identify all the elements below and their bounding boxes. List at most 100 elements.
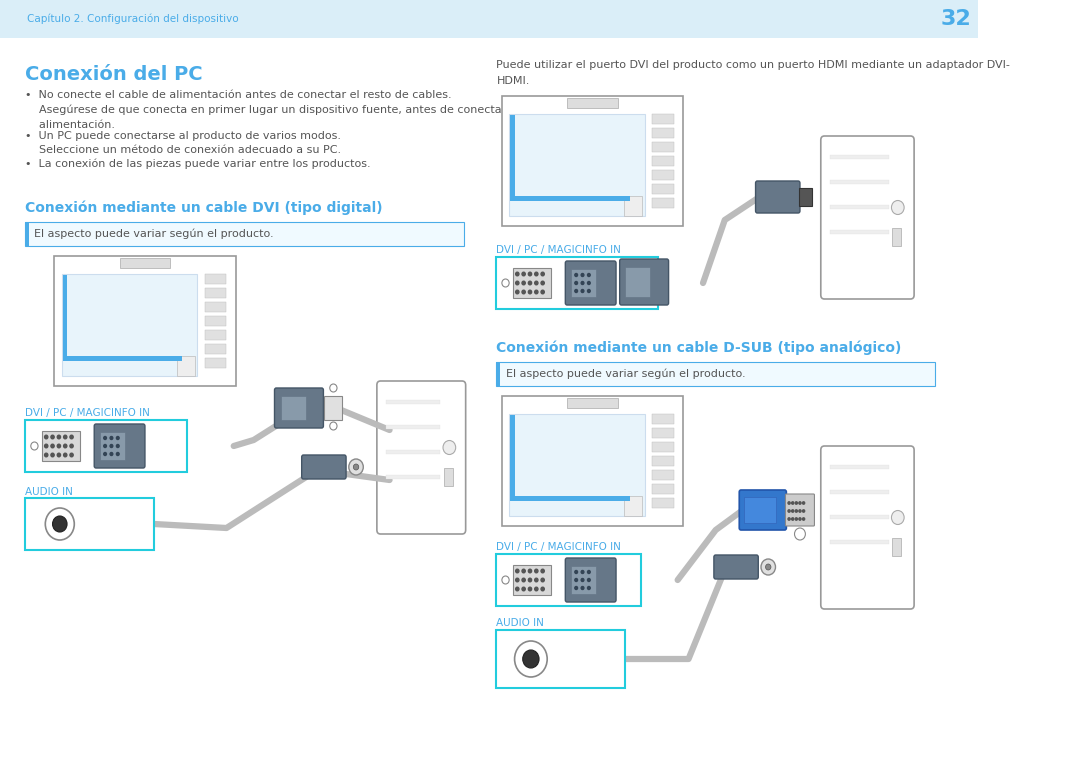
- Text: •  Un PC puede conectarse al producto de varios modos.
    Seleccione un método : • Un PC puede conectarse al producto de …: [25, 130, 341, 155]
- Circle shape: [353, 464, 359, 470]
- Circle shape: [799, 502, 801, 504]
- Circle shape: [799, 518, 801, 520]
- Bar: [63, 275, 67, 357]
- Text: El aspecto puede variar según el producto.: El aspecto puede variar según el product…: [505, 369, 745, 379]
- Bar: [205, 358, 227, 368]
- Bar: [744, 497, 777, 523]
- Bar: [25, 222, 29, 246]
- Text: Puede utilizar el puerto DVI del producto como un puerto HDMI mediante un adapta: Puede utilizar el puerto DVI del product…: [497, 60, 1010, 70]
- Circle shape: [528, 290, 531, 294]
- Circle shape: [541, 272, 544, 275]
- Text: Conexión del PC: Conexión del PC: [25, 65, 203, 84]
- Circle shape: [522, 290, 525, 294]
- Circle shape: [581, 578, 584, 581]
- Circle shape: [575, 289, 578, 292]
- Circle shape: [515, 282, 518, 285]
- Circle shape: [795, 518, 797, 520]
- Circle shape: [575, 578, 578, 581]
- Bar: [386, 425, 441, 429]
- Bar: [652, 414, 674, 424]
- Bar: [25, 222, 463, 246]
- Text: •  La conexión de las piezas puede variar entre los productos.: • La conexión de las piezas puede variar…: [25, 159, 372, 169]
- Bar: [99, 432, 125, 460]
- FancyBboxPatch shape: [756, 181, 800, 213]
- Circle shape: [329, 422, 337, 430]
- Bar: [829, 515, 889, 519]
- Circle shape: [522, 272, 525, 275]
- Bar: [510, 415, 514, 497]
- Text: 32: 32: [941, 9, 971, 29]
- Circle shape: [64, 453, 67, 457]
- Bar: [444, 468, 453, 485]
- Circle shape: [104, 436, 107, 439]
- Circle shape: [541, 569, 544, 573]
- Bar: [570, 566, 596, 594]
- Circle shape: [515, 578, 518, 582]
- Circle shape: [541, 290, 544, 294]
- Circle shape: [70, 435, 73, 439]
- Circle shape: [891, 201, 904, 214]
- Bar: [62, 274, 198, 376]
- Bar: [0, 0, 978, 38]
- Circle shape: [535, 569, 538, 573]
- Bar: [205, 302, 227, 312]
- Circle shape: [541, 578, 544, 582]
- Circle shape: [51, 453, 54, 457]
- Circle shape: [761, 559, 775, 575]
- Bar: [652, 428, 674, 438]
- Text: AUDIO IN: AUDIO IN: [497, 618, 544, 628]
- Circle shape: [117, 445, 119, 448]
- Bar: [513, 565, 551, 595]
- Text: Conexión mediante un cable DVI (tipo digital): Conexión mediante un cable DVI (tipo dig…: [25, 200, 383, 214]
- Circle shape: [588, 282, 591, 285]
- Bar: [509, 414, 645, 516]
- Bar: [497, 362, 500, 386]
- Text: HDMI.: HDMI.: [497, 76, 530, 86]
- FancyBboxPatch shape: [565, 558, 616, 602]
- Bar: [624, 496, 643, 516]
- Bar: [497, 257, 658, 309]
- FancyBboxPatch shape: [821, 446, 914, 609]
- Bar: [829, 205, 889, 209]
- Circle shape: [581, 289, 584, 292]
- Circle shape: [515, 569, 518, 573]
- FancyBboxPatch shape: [94, 424, 145, 468]
- Bar: [205, 316, 227, 326]
- Bar: [513, 268, 551, 298]
- Circle shape: [64, 444, 67, 448]
- Bar: [205, 274, 227, 284]
- Bar: [652, 114, 674, 124]
- Circle shape: [535, 290, 538, 294]
- Circle shape: [792, 510, 794, 512]
- Bar: [652, 128, 674, 138]
- Bar: [652, 142, 674, 152]
- Circle shape: [528, 282, 531, 285]
- Circle shape: [535, 588, 538, 591]
- Bar: [205, 344, 227, 354]
- Circle shape: [522, 588, 525, 591]
- Bar: [25, 498, 154, 550]
- Text: Capítulo 2. Configuración del dispositivo: Capítulo 2. Configuración del dispositiv…: [27, 14, 239, 24]
- Circle shape: [581, 282, 584, 285]
- Circle shape: [51, 435, 54, 439]
- Circle shape: [581, 571, 584, 574]
- Bar: [652, 442, 674, 452]
- Text: DVI / PC / MAGICINFO IN: DVI / PC / MAGICINFO IN: [497, 542, 621, 552]
- Circle shape: [588, 571, 591, 574]
- Bar: [205, 330, 227, 340]
- Circle shape: [575, 282, 578, 285]
- Bar: [829, 155, 889, 159]
- Bar: [502, 96, 683, 226]
- Bar: [829, 490, 889, 494]
- Bar: [54, 256, 235, 386]
- Circle shape: [514, 641, 548, 677]
- Circle shape: [588, 578, 591, 581]
- Circle shape: [70, 453, 73, 457]
- Bar: [205, 288, 227, 298]
- Bar: [177, 356, 194, 376]
- Bar: [829, 230, 889, 234]
- Circle shape: [502, 576, 509, 584]
- Circle shape: [802, 518, 805, 520]
- Circle shape: [44, 444, 48, 448]
- Bar: [829, 180, 889, 184]
